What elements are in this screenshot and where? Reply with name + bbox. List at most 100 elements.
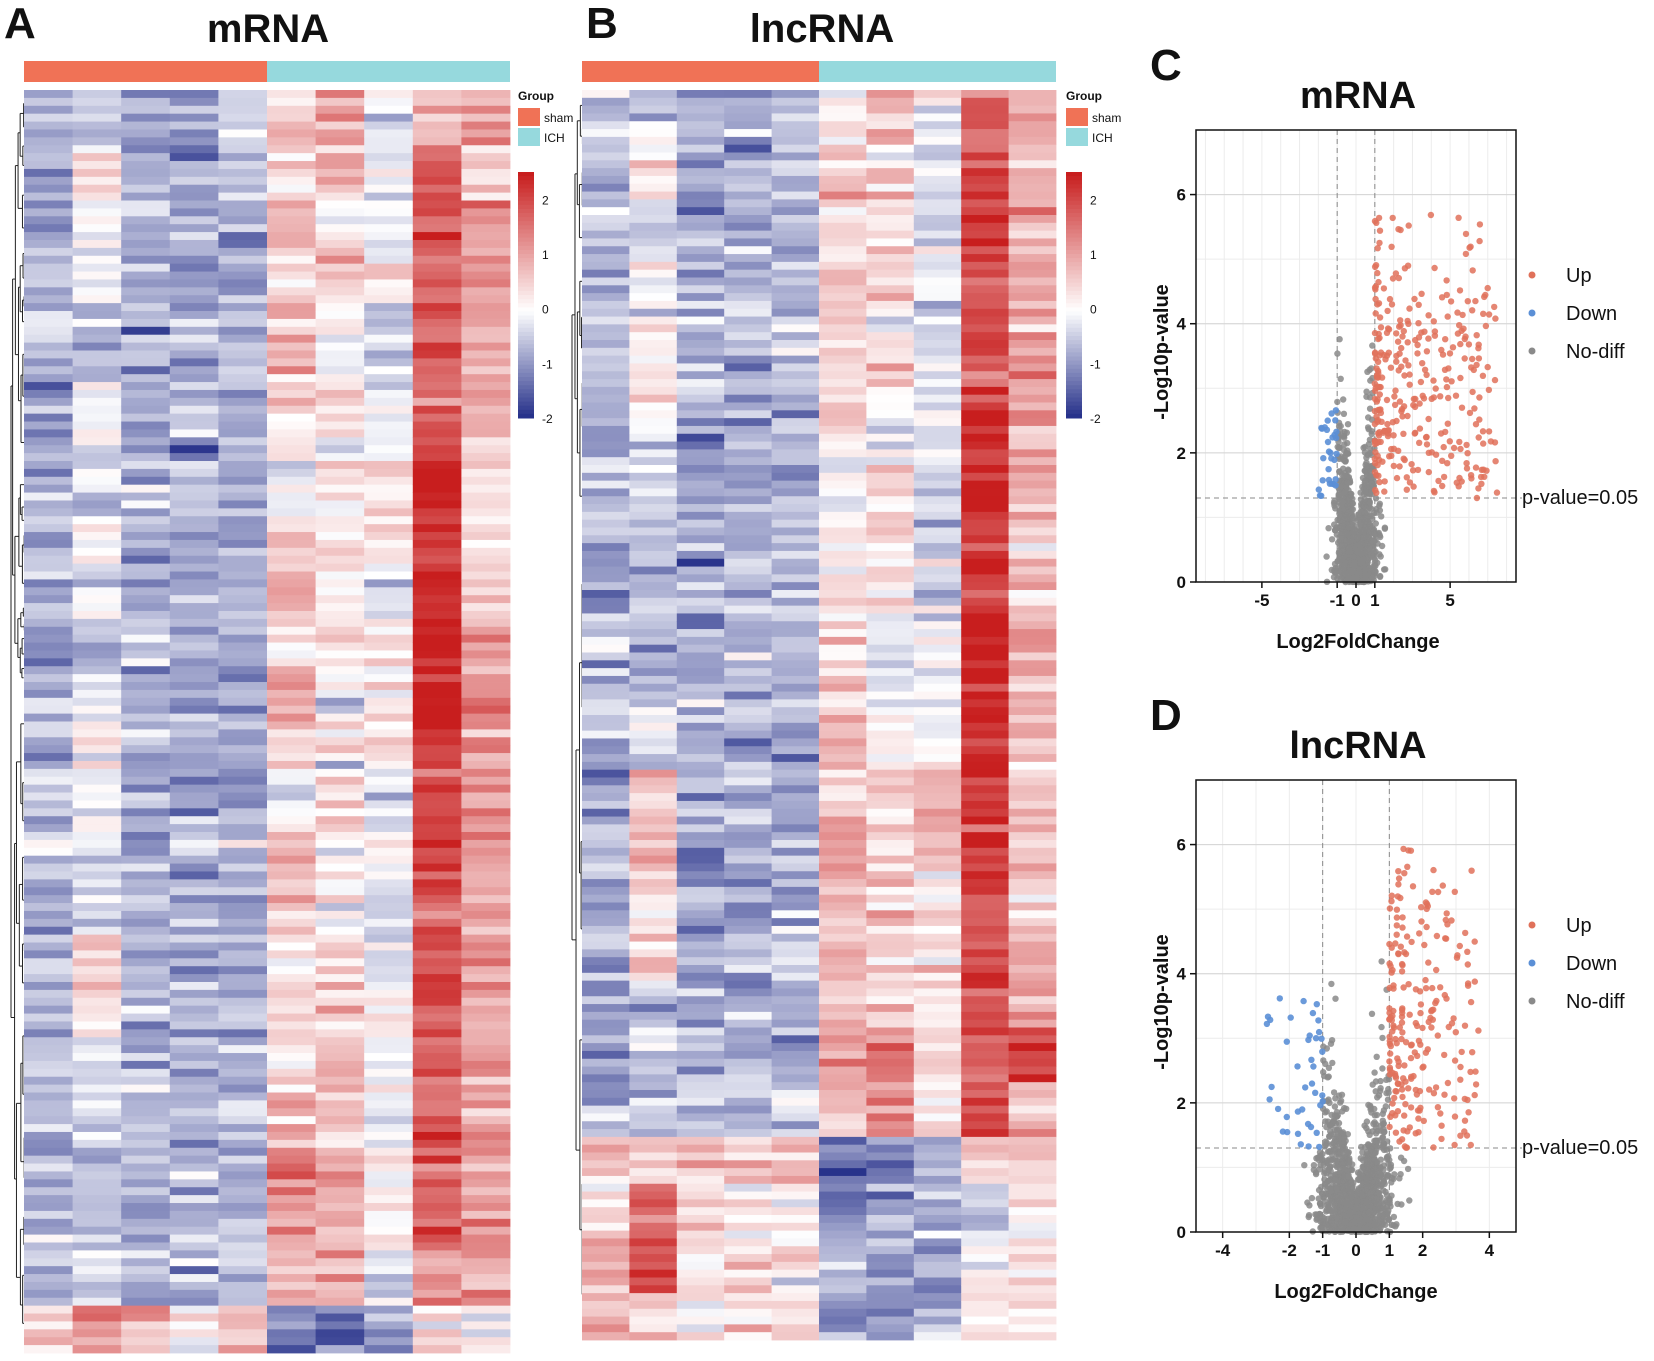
heatmap-cell [72, 539, 122, 549]
heatmap-cell [582, 1168, 630, 1177]
heatmap-cell [866, 160, 915, 169]
heatmap-cell [267, 105, 316, 115]
heatmap-cell [629, 574, 678, 583]
heatmap-cell [771, 793, 820, 802]
heatmap-cell [121, 1297, 171, 1307]
heatmap-cell [724, 238, 772, 247]
heatmap-cell [364, 587, 414, 596]
heatmap-cell [121, 587, 171, 596]
heatmap-cell [771, 1019, 820, 1028]
heatmap-cell [315, 571, 365, 580]
heatmap-cell [961, 496, 1009, 505]
heatmap-cell [771, 121, 820, 130]
heatmap-cell [866, 722, 915, 732]
heatmap-cell [169, 603, 219, 612]
heatmap-cell [364, 839, 414, 849]
color-scale-step [518, 344, 534, 349]
heatmap-cell [218, 871, 268, 880]
heatmap-cell [582, 293, 630, 302]
heatmap-cell [913, 1183, 962, 1192]
heatmap-cell [412, 200, 462, 209]
heatmap-cell [121, 1289, 171, 1299]
heatmap-cell [582, 457, 630, 466]
heatmap-cell [913, 1308, 962, 1317]
heatmap-cell [1008, 222, 1057, 232]
heatmap-cell [676, 1246, 725, 1255]
heatmap-cell [218, 500, 268, 509]
heatmap-cell [913, 894, 962, 903]
heatmap-cell [1008, 394, 1057, 403]
heatmap-cell [724, 933, 772, 942]
group-bar-ich [267, 61, 510, 82]
heatmap-cell [724, 777, 772, 786]
heatmap-cell [724, 871, 772, 880]
heatmap-cell [724, 793, 772, 802]
heatmap-cell [412, 358, 462, 367]
heatmap-cell [913, 199, 962, 208]
heatmap-cell [913, 129, 962, 138]
heatmap-cell [121, 1147, 171, 1157]
heatmap-cell [461, 1124, 511, 1133]
heatmap-cell [315, 1116, 365, 1125]
heatmap-cell [961, 300, 1009, 310]
heatmap-cell [913, 183, 962, 192]
heatmap-cell [819, 941, 867, 950]
heatmap-cell [1008, 793, 1057, 802]
heatmap-cell [724, 191, 772, 200]
heatmap-cell [771, 535, 820, 544]
heatmap-cell [866, 425, 915, 435]
heatmap-a-group-legend-title: Group [518, 89, 554, 103]
heatmap-cell [315, 176, 365, 186]
heatmap-cell [819, 1269, 867, 1278]
heatmap-cell [121, 1045, 171, 1054]
heatmap-cell [1008, 980, 1057, 989]
heatmap-cell [315, 295, 365, 304]
heatmap-cell [412, 989, 462, 999]
heatmap-cell [819, 855, 867, 864]
heatmap-cell [169, 910, 219, 920]
heatmap-cell [629, 1199, 678, 1208]
heatmap-cell [819, 199, 867, 208]
heatmap-cell [461, 689, 511, 699]
heatmap-cell [724, 371, 772, 380]
heatmap-cell [24, 437, 73, 446]
heatmap-cell [629, 121, 678, 130]
heatmap-cell [771, 699, 820, 708]
heatmap-cell [315, 705, 365, 714]
heatmap-cell [121, 721, 171, 730]
heatmap-cell [771, 660, 820, 669]
heatmap-cell [1008, 1175, 1057, 1185]
heatmap-cell [629, 269, 678, 278]
heatmap-cell [724, 1105, 772, 1114]
heatmap-cell [819, 215, 867, 224]
heatmap-cell [169, 342, 219, 351]
heatmap-cell [866, 168, 915, 177]
heatmap-cell [629, 144, 678, 153]
heatmap-cell [364, 429, 414, 438]
heatmap-cell [771, 558, 820, 567]
heatmap-cell [676, 543, 725, 552]
heatmap-cell [676, 1254, 725, 1263]
heatmap-cell [1008, 504, 1057, 513]
color-scale-step [518, 274, 534, 280]
heatmap-cell [121, 374, 171, 383]
heatmap-cell [169, 334, 219, 343]
heatmap-cell [72, 729, 122, 738]
heatmap-cell [315, 768, 365, 778]
heatmap-cell [724, 129, 772, 138]
heatmap-cell [724, 652, 772, 661]
heatmap-cell [676, 386, 725, 396]
heatmap-cell [72, 389, 122, 399]
heatmap-cell [72, 1060, 122, 1070]
heatmap-cell [819, 1230, 867, 1239]
color-scale-tick-label: -2 [1090, 412, 1101, 426]
heatmap-cell [866, 246, 915, 255]
heatmap-cell [412, 839, 462, 849]
heatmap-cell [72, 697, 122, 707]
heatmap-cell [819, 410, 867, 419]
heatmap-cell [629, 277, 678, 286]
heatmap-cell [315, 389, 365, 399]
heatmap-cell [676, 816, 725, 825]
heatmap-cell [676, 1277, 725, 1286]
heatmap-cell [24, 453, 73, 462]
